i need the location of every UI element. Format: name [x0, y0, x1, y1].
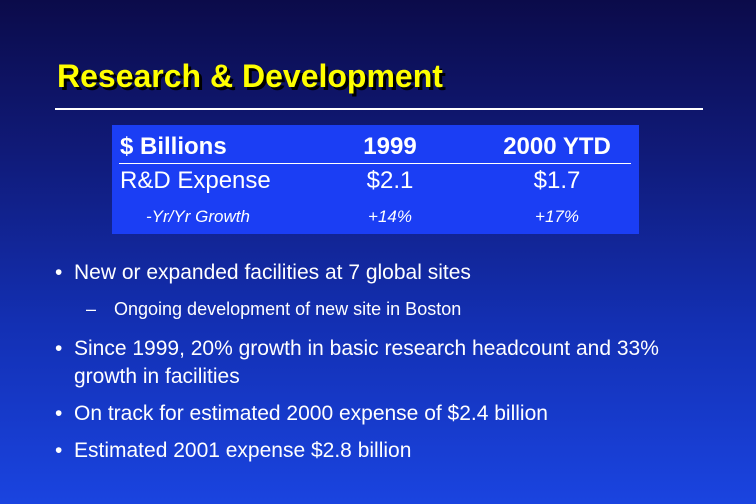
row-label-rd-expense: R&D Expense	[120, 167, 271, 194]
slide-title: Research & Development	[57, 58, 443, 94]
bullet-facilities: New or expanded facilities at 7 global s…	[55, 259, 725, 287]
growth-1999: +14%	[368, 207, 412, 226]
rd-expense-2000-ytd: $1.7	[533, 167, 581, 194]
bullet-2001-expense: Estimated 2001 expense $2.8 billion	[55, 437, 725, 465]
sub-bullet-boston: Ongoing development of new site in Bosto…	[55, 297, 725, 321]
growth-2000-ytd: +17%	[535, 207, 579, 226]
bullet-list: New or expanded facilities at 7 global s…	[55, 259, 725, 465]
table-header-rule	[119, 163, 631, 164]
bullet-growth: Since 1999, 20% growth in basic research…	[55, 335, 725, 391]
rd-expense-1999: $2.1	[366, 167, 414, 194]
rd-expense-table: $ Billions 1999 2000 YTD R&D Expense $2.…	[112, 125, 639, 234]
title-underline	[55, 108, 703, 110]
table-header-2000-ytd: 2000 YTD	[503, 133, 611, 160]
row-label-growth: -Yr/Yr Growth	[146, 207, 250, 226]
table-header-1999: 1999	[363, 133, 417, 160]
bullet-2000-expense: On track for estimated 2000 expense of $…	[55, 400, 725, 428]
table-header-units: $ Billions	[120, 133, 227, 160]
